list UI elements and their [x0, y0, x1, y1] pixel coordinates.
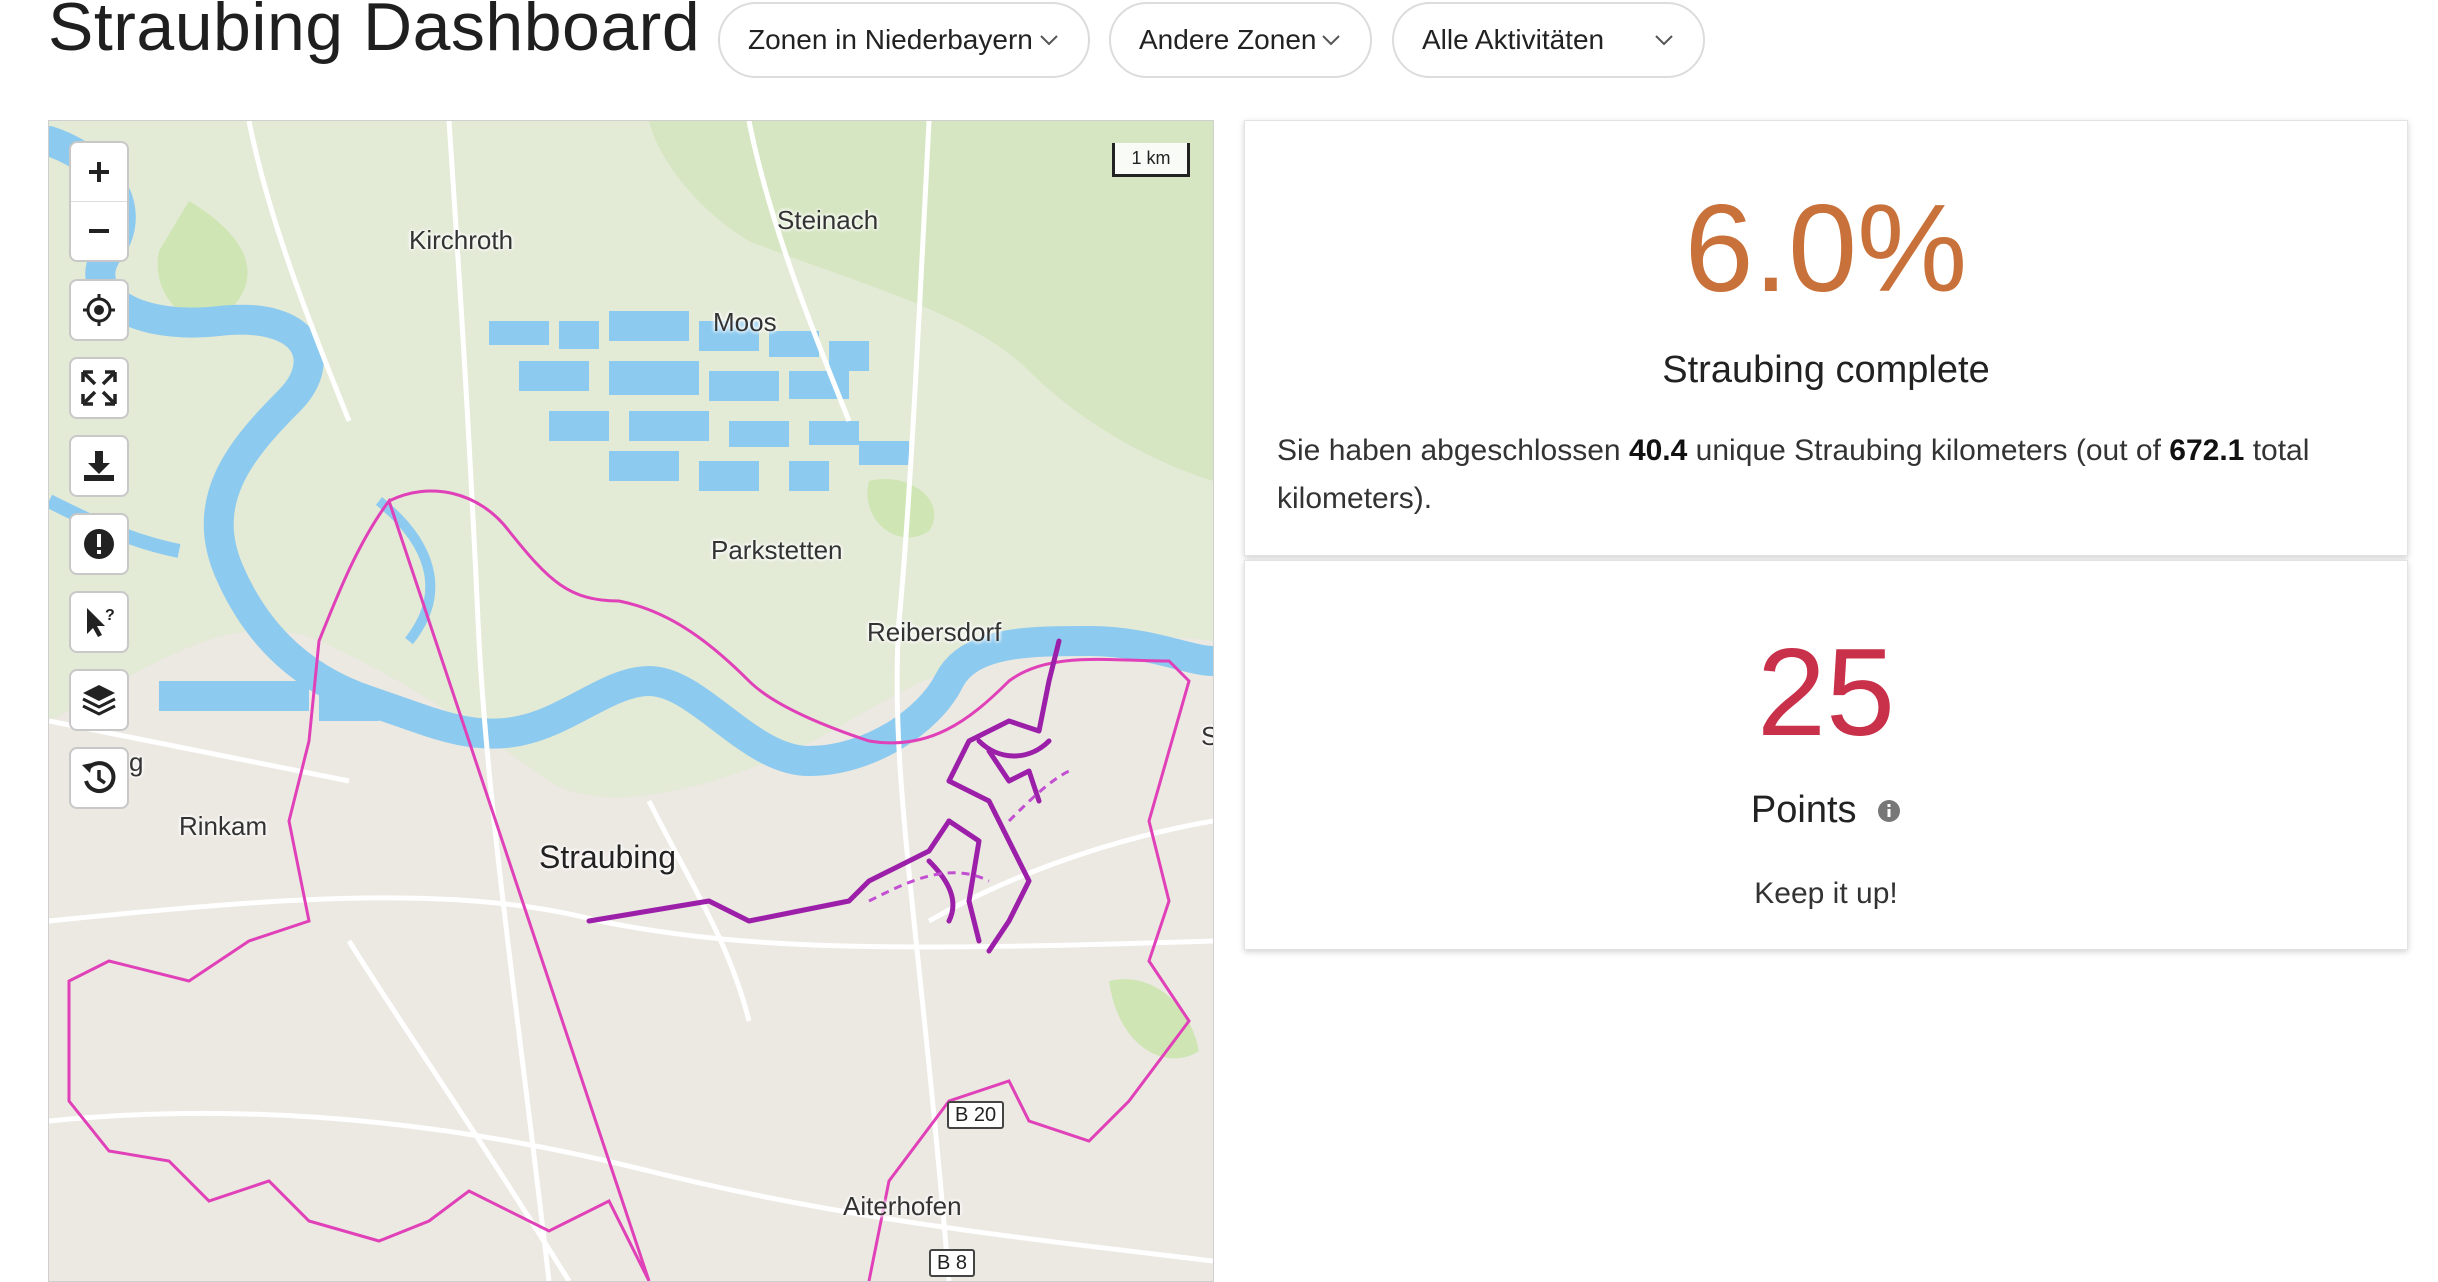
- history-control: [69, 747, 129, 809]
- map-view[interactable]: 1 km Kirchroth Steinach Moos Parkstetten…: [48, 120, 1214, 1282]
- zoom-control: [69, 141, 129, 262]
- alert-icon: [84, 529, 114, 559]
- alert-control: [69, 513, 129, 575]
- place-label: Aiterhofen: [843, 1191, 962, 1221]
- layers-control: [69, 669, 129, 731]
- chevron-down-icon: [1653, 33, 1675, 47]
- fullscreen-icon: [81, 370, 117, 406]
- dropdown-label: Zonen in Niederbayern: [748, 24, 1033, 55]
- zoom-out-button[interactable]: [71, 201, 127, 260]
- cursor-help-icon: ?: [87, 607, 115, 637]
- total-km-value: 672.1: [2169, 434, 2245, 467]
- desc-suffix: total kilometers).: [1277, 434, 2310, 515]
- place-label: Reibersdorf: [867, 617, 1002, 647]
- history-button[interactable]: [71, 749, 127, 807]
- locate-icon: [83, 294, 115, 326]
- fullscreen-control: [69, 357, 129, 419]
- info-icon[interactable]: [1877, 790, 1901, 833]
- completion-percent: 6.0%: [1684, 180, 1968, 318]
- completion-description: Sie haben abgeschlossen 40.4 unique Stra…: [1277, 427, 2375, 523]
- locate-button[interactable]: [71, 281, 127, 339]
- locate-control: [69, 279, 129, 341]
- place-label: Rinkam: [179, 811, 268, 841]
- zoom-out-icon: [89, 229, 109, 233]
- layers-button[interactable]: [71, 671, 127, 729]
- place-label: Straubing: [539, 839, 676, 875]
- report-button[interactable]: [71, 515, 127, 573]
- points-value: 25: [1757, 624, 1895, 762]
- map-scale: 1 km: [1112, 143, 1190, 177]
- points-card: 25 Points Keep it up!: [1244, 560, 2408, 950]
- zonen-niederbayern-dropdown[interactable]: Zonen in Niederbayern: [718, 2, 1090, 78]
- desc-middle: unique Straubing kilometers (out of: [1695, 434, 2161, 467]
- andere-zonen-dropdown[interactable]: Andere Zonen: [1109, 2, 1372, 78]
- completion-subtitle: Straubing complete: [1662, 349, 1990, 391]
- place-label: g: [129, 747, 144, 777]
- desc-prefix: Sie haben abgeschlossen: [1277, 434, 1621, 467]
- points-label: Points: [1750, 789, 1857, 831]
- completion-card: 6.0% Straubing complete Sie haben abgesc…: [1244, 120, 2408, 556]
- fullscreen-button[interactable]: [71, 359, 127, 417]
- layers-icon: [82, 685, 116, 716]
- road-shield: B 8: [929, 1249, 976, 1277]
- place-label: Parkstetten: [711, 535, 843, 565]
- unique-km-value: 40.4: [1628, 434, 1688, 467]
- chevron-down-icon: [1320, 33, 1342, 47]
- alle-aktivitaeten-dropdown[interactable]: Alle Aktivitäten: [1392, 2, 1705, 78]
- cursor-help-control: ?: [69, 591, 129, 653]
- zoom-in-icon: [89, 162, 109, 182]
- svg-text:?: ?: [105, 607, 115, 624]
- download-control: [69, 435, 129, 497]
- cursor-help-button[interactable]: ?: [71, 593, 127, 651]
- download-icon: [84, 451, 114, 481]
- place-label: Moos: [713, 307, 777, 337]
- zoom-in-button[interactable]: [71, 143, 127, 201]
- place-label: S: [1201, 721, 1213, 752]
- history-icon: [82, 761, 116, 794]
- chevron-down-icon: [1038, 33, 1060, 47]
- download-button[interactable]: [71, 437, 127, 495]
- dropdown-label: Andere Zonen: [1139, 24, 1317, 55]
- dropdown-label: Alle Aktivitäten: [1422, 24, 1605, 55]
- road-shield: B 20: [947, 1101, 1005, 1129]
- place-label: Steinach: [777, 205, 879, 235]
- place-label: Kirchroth: [409, 225, 514, 255]
- points-label-row: Points: [1245, 789, 2407, 833]
- encouragement-text: Keep it up!: [1754, 877, 1898, 910]
- page-title: Straubing Dashboard: [48, 0, 701, 65]
- map-canvas[interactable]: [49, 121, 1213, 1281]
